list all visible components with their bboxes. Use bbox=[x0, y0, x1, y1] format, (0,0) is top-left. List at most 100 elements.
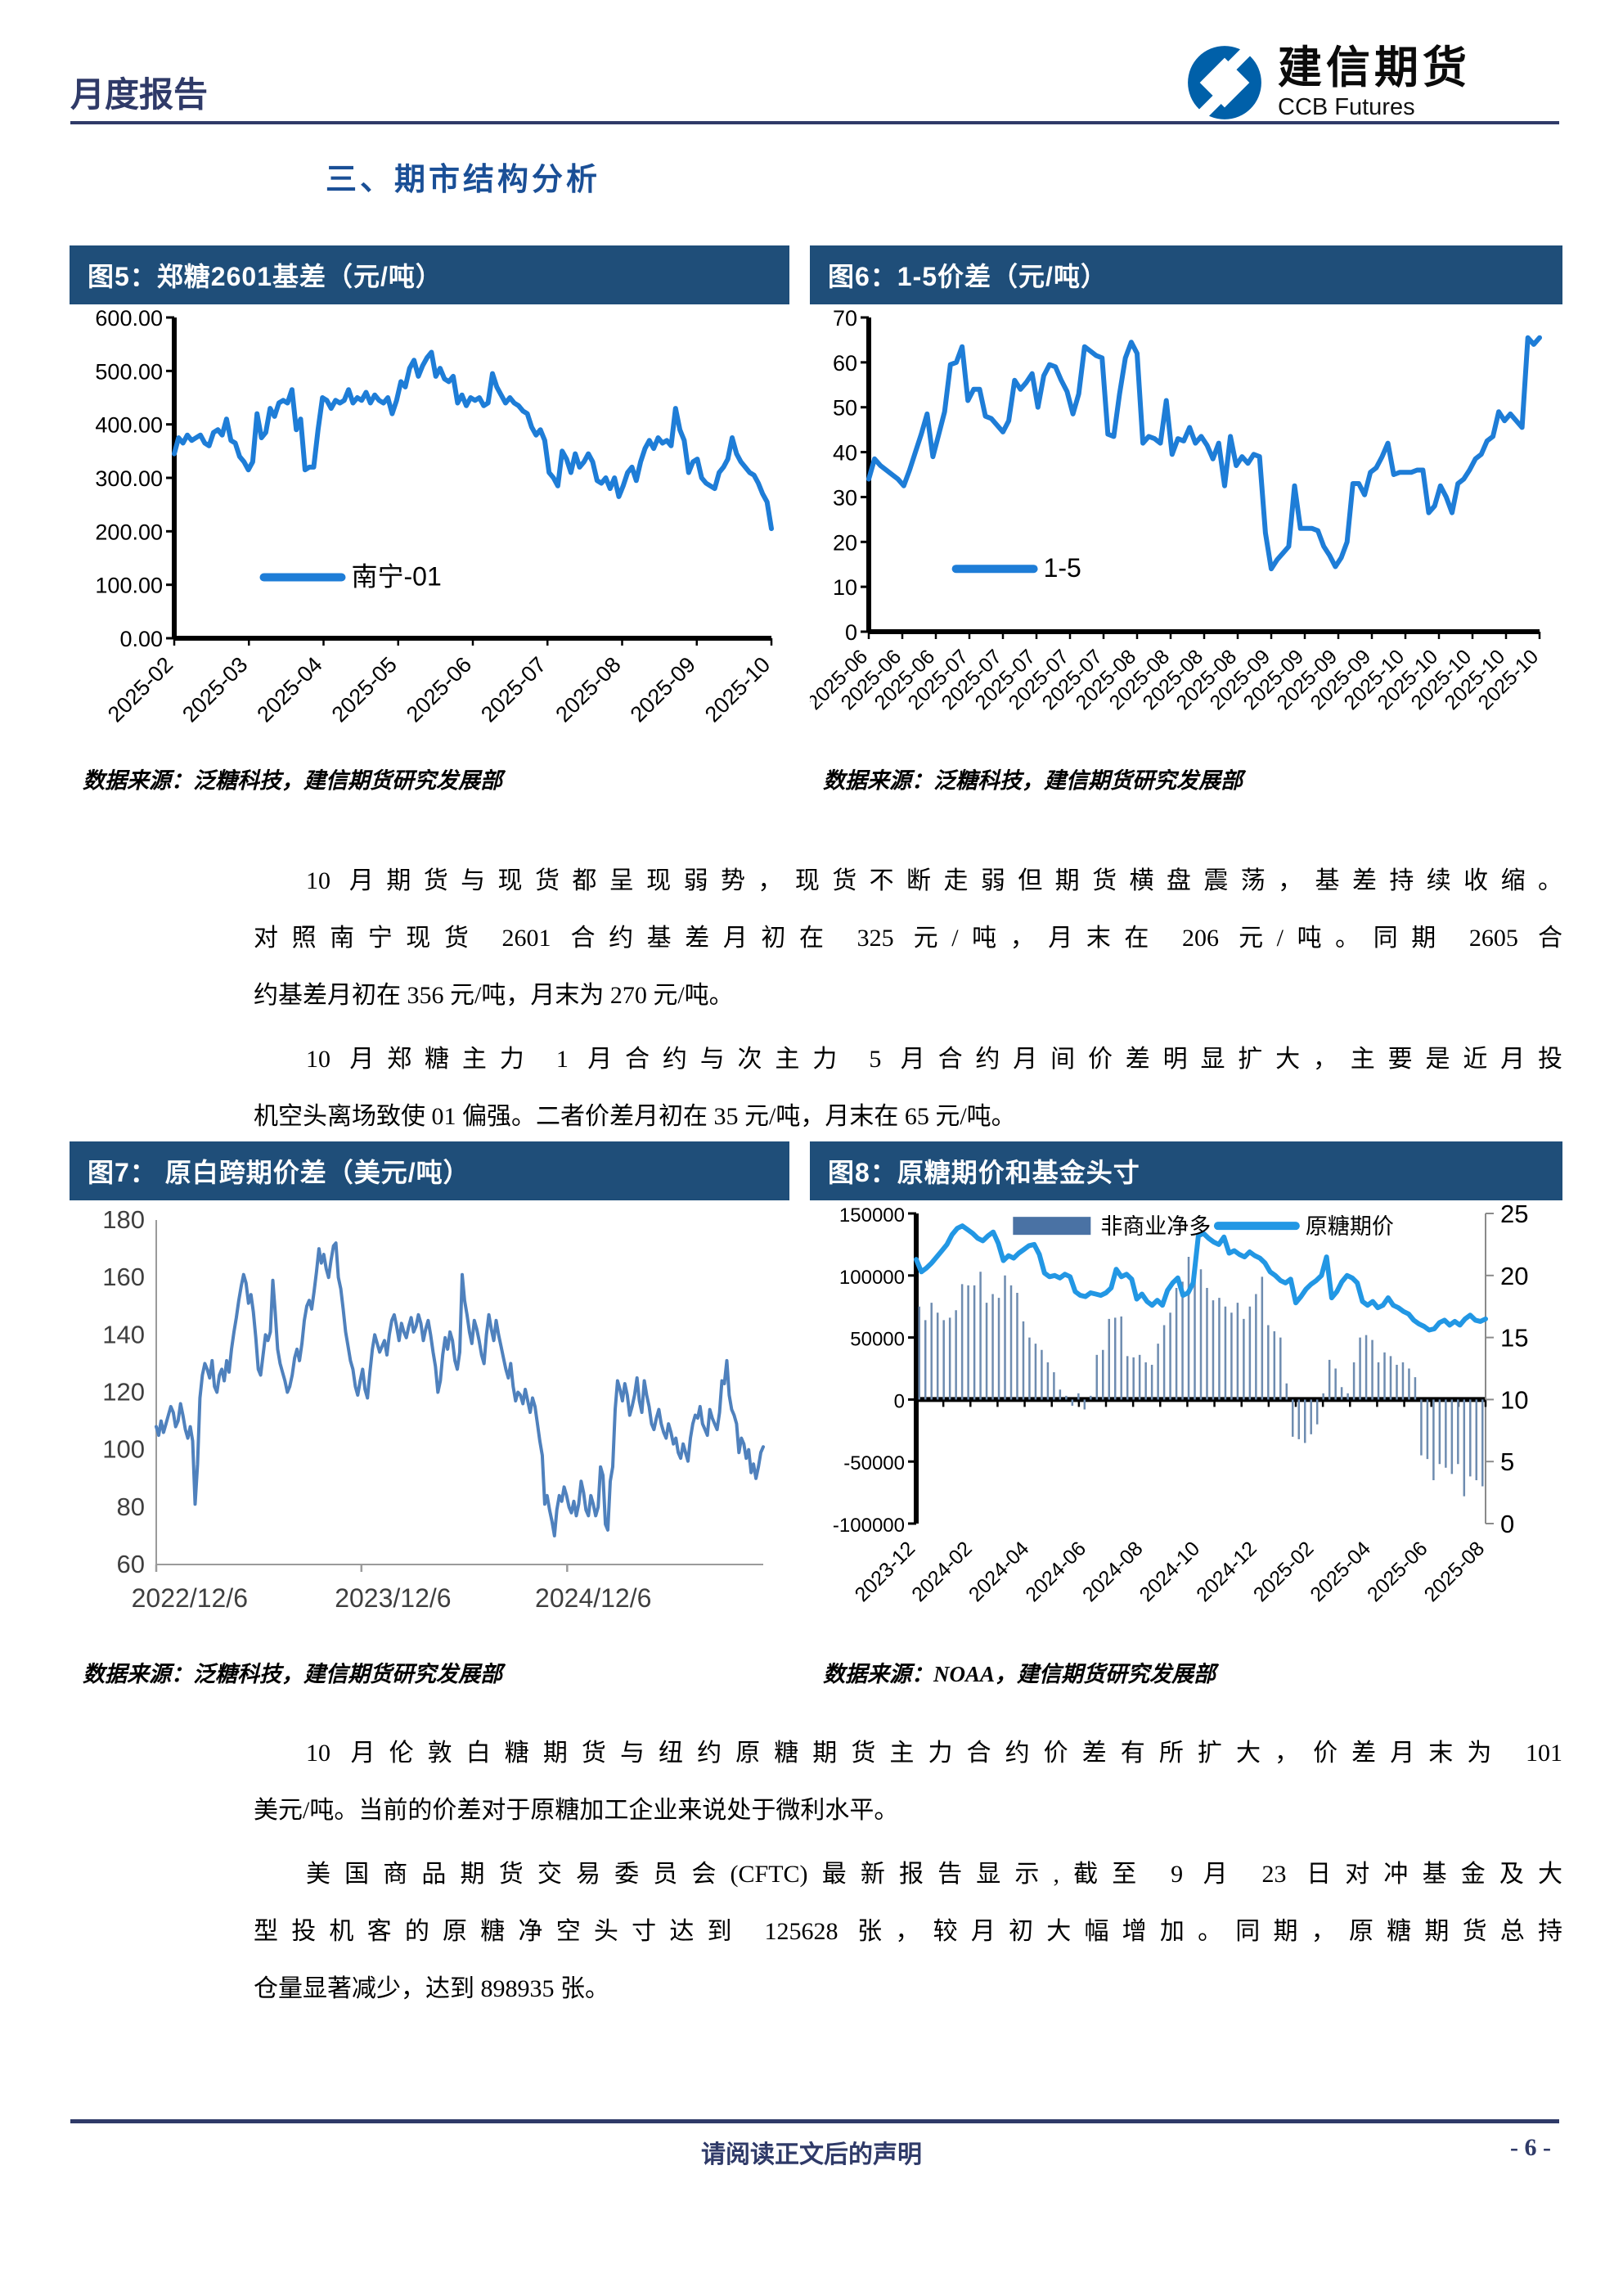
figure7-title: 图7： 原白跨期价差（美元/吨） bbox=[70, 1141, 789, 1200]
legend: 南宁-01 bbox=[259, 562, 442, 592]
figure8-panel: 图8：原糖期价和基金头寸 150000 100000 50000 0 -50000 -10… bbox=[810, 1141, 1562, 1688]
svg-text:2024-12: 2024-12 bbox=[1192, 1537, 1261, 1606]
body-text-block-1: 10 月期货与现货都呈现弱势，现货不断走弱但期货横盘震荡，基差持续收缩。 对照南… bbox=[254, 853, 1562, 1152]
figure8-chart: 150000100000500000-50000-1000002023-1220… bbox=[810, 1200, 1562, 1646]
series bbox=[155, 1241, 765, 1537]
legend: 1-5 bbox=[951, 553, 1081, 583]
svg-text:原糖期价: 原糖期价 bbox=[1306, 1214, 1394, 1239]
line-series bbox=[914, 1223, 1488, 1333]
svg-text:2025-05: 2025-05 bbox=[327, 652, 402, 727]
figure6-title: 图6：1-5价差（元/吨） bbox=[810, 245, 1562, 304]
svg-text:-50000: -50000 bbox=[843, 1452, 905, 1474]
svg-text:180: 180 bbox=[102, 1205, 145, 1234]
svg-text:2025-06: 2025-06 bbox=[1363, 1537, 1432, 1606]
series bbox=[866, 335, 1542, 572]
figure6-panel: 图6：1-5价差（元/吨） 70 60 50 40 30 20 10 0 2025-06 2025… bbox=[810, 245, 1562, 795]
figure8-source: 数据来源：NOAA，建信期货研究发展部 bbox=[823, 1662, 1216, 1686]
svg-text:10: 10 bbox=[1500, 1385, 1528, 1414]
footer-disclaimer: 请阅读正文后的声明 bbox=[701, 2141, 922, 2168]
svg-text:60: 60 bbox=[117, 1550, 145, 1578]
figure8-title: 图8：原糖期价和基金头寸 bbox=[810, 1141, 1562, 1200]
paragraph-line: 仓量显著减少，达到 898935 张。 bbox=[254, 1975, 609, 2002]
paragraph-line: 型投机客的原糖净空头寸达到 125628 张，较月初大幅增加。同期，原糖期货总持 bbox=[254, 1918, 1562, 1945]
ccb-logo-icon bbox=[1188, 43, 1261, 123]
svg-text:50000: 50000 bbox=[850, 1329, 905, 1351]
svg-text:2024-02: 2024-02 bbox=[907, 1537, 977, 1606]
svg-text:500.00: 500.00 bbox=[95, 359, 163, 384]
paragraph-line: 美元/吨。当前的价差对于原糖加工企业来说处于微利水平。 bbox=[254, 1797, 899, 1824]
series bbox=[914, 1223, 1488, 1497]
svg-text:160: 160 bbox=[102, 1263, 145, 1291]
svg-text:80: 80 bbox=[117, 1492, 145, 1521]
paragraph-line: 机空头离场致使 01 偏强。二者价差月初在 35 元/吨，月末在 65 元/吨。 bbox=[254, 1103, 1016, 1130]
figure7-source: 数据来源：泛糖科技，建信期货研究发展部 bbox=[83, 1662, 502, 1686]
svg-text:25: 25 bbox=[1500, 1200, 1528, 1228]
paragraph-4: 美国商品期货交易委员会(CFTC)最新报告显示,截至 9 月 23 日对冲基金及… bbox=[254, 1846, 1562, 2018]
svg-text:70: 70 bbox=[833, 306, 857, 331]
svg-text:120: 120 bbox=[102, 1378, 145, 1407]
svg-text:南宁-01: 南宁-01 bbox=[352, 562, 442, 592]
svg-text:2023-12: 2023-12 bbox=[851, 1537, 920, 1606]
svg-text:2025-03: 2025-03 bbox=[178, 652, 252, 727]
header-divider bbox=[70, 121, 1559, 124]
svg-text:2025-06: 2025-06 bbox=[402, 652, 476, 727]
svg-text:2025-09: 2025-09 bbox=[626, 652, 700, 727]
footer-page-number: - 6 - bbox=[1510, 2134, 1551, 2161]
svg-text:200.00: 200.00 bbox=[95, 520, 163, 544]
paragraph-1: 10 月期货与现货都呈现弱势，现货不断走弱但期货横盘震荡，基差持续收缩。 对照南… bbox=[254, 853, 1562, 1024]
axis-labels: 180 160 140 120 100 80 60 2022/12/6 2023/12/6 202… bbox=[102, 1205, 651, 1613]
brand-logo: 建信期货 CCB Futures bbox=[1185, 43, 1471, 123]
svg-text:2022/12/6: 2022/12/6 bbox=[132, 1583, 248, 1613]
line-series bbox=[172, 349, 774, 532]
body-text-block-2: 10 月伦敦白糖期货与纽约原糖期货主力合约价差有所扩大，价差月末为 101 美元… bbox=[254, 1725, 1562, 2024]
figure5-title: 图5：郑糖2601基差（元/吨） bbox=[70, 245, 789, 304]
svg-text:2025-08: 2025-08 bbox=[1420, 1537, 1490, 1606]
svg-text:2025-10: 2025-10 bbox=[700, 652, 775, 727]
paragraph-2: 10 月郑糖主力 1 月合约与次主力 5 月合约月间价差明显扩大，主要是近月投 … bbox=[254, 1031, 1562, 1146]
footer-divider bbox=[70, 2119, 1559, 2123]
line-series bbox=[866, 335, 1542, 572]
line-series bbox=[155, 1241, 765, 1537]
brand-text: 建信期货 CCB Futures bbox=[1278, 45, 1471, 119]
axes bbox=[172, 317, 771, 641]
svg-text:1-5: 1-5 bbox=[1044, 553, 1081, 583]
svg-text:5: 5 bbox=[1500, 1447, 1514, 1476]
svg-text:10: 10 bbox=[833, 575, 857, 600]
svg-text:15: 15 bbox=[1500, 1324, 1528, 1353]
svg-text:150000: 150000 bbox=[839, 1204, 905, 1227]
figure5-chart: 600.00 500.00 400.00 300.00 200.00 100.00 0.00… bbox=[70, 304, 789, 753]
svg-text:100: 100 bbox=[102, 1435, 145, 1464]
figure6-chart: 7060504030201002025-062025-062025-062025… bbox=[810, 304, 1562, 753]
figure6-source: 数据来源：泛糖科技，建信期货研究发展部 bbox=[823, 768, 1243, 793]
axis-labels: 150000100000500000-50000-1000002023-1220… bbox=[833, 1200, 1529, 1606]
brand-name-cn: 建信期货 bbox=[1278, 43, 1471, 93]
svg-text:2025-02: 2025-02 bbox=[103, 652, 178, 727]
axes bbox=[866, 317, 1540, 634]
svg-text:2024-06: 2024-06 bbox=[1021, 1537, 1090, 1606]
svg-text:2025-04: 2025-04 bbox=[1306, 1537, 1375, 1606]
svg-text:2024/12/6: 2024/12/6 bbox=[535, 1583, 651, 1613]
brand-name-en: CCB Futures bbox=[1278, 94, 1415, 121]
svg-text:0.00: 0.00 bbox=[119, 627, 163, 651]
paragraph-line: 10 月期货与现货都呈现弱势，现货不断走弱但期货横盘震荡，基差持续收缩。 bbox=[306, 867, 1562, 894]
svg-text:20: 20 bbox=[1500, 1262, 1528, 1290]
svg-text:2025-04: 2025-04 bbox=[252, 652, 326, 727]
svg-text:非商业净多: 非商业净多 bbox=[1100, 1214, 1211, 1239]
svg-text:2025-07: 2025-07 bbox=[476, 652, 551, 727]
svg-text:0: 0 bbox=[845, 620, 857, 645]
section-title: 三、期市结构分析 bbox=[326, 163, 601, 197]
svg-text:30: 30 bbox=[833, 485, 857, 510]
svg-text:100000: 100000 bbox=[839, 1267, 905, 1289]
axis-ticks bbox=[166, 316, 773, 646]
report-type-label: 月度报告 bbox=[70, 77, 209, 115]
svg-text:600.00: 600.00 bbox=[95, 306, 163, 331]
paragraph-line: 对照南宁现货 2601 合约基差月初在 325 元/吨，月末在 206 元/吨。… bbox=[254, 925, 1562, 952]
svg-text:60: 60 bbox=[833, 351, 857, 376]
axis-ticks bbox=[155, 1564, 569, 1572]
svg-text:300.00: 300.00 bbox=[95, 466, 163, 491]
figure5-source: 数据来源：泛糖科技，建信期货研究发展部 bbox=[83, 768, 502, 793]
paragraph-line: 10 月伦敦白糖期货与纽约原糖期货主力合约价差有所扩大，价差月末为 101 bbox=[306, 1740, 1562, 1767]
svg-text:100.00: 100.00 bbox=[95, 574, 163, 598]
svg-text:0: 0 bbox=[894, 1390, 905, 1412]
